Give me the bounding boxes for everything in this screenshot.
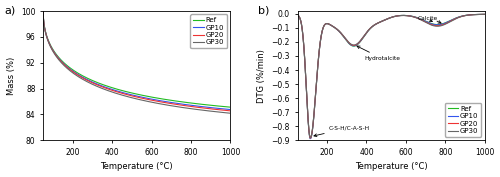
Text: C-S-H/C-A-S-H: C-S-H/C-A-S-H [314, 125, 370, 137]
Ref [40, 11, 46, 13]
GP20 [482, 13, 488, 15]
GP10 [308, 138, 314, 140]
Text: Calcite: Calcite [418, 16, 438, 21]
GP30 [442, 23, 448, 25]
Line: GP20: GP20 [43, 12, 230, 111]
GP10 [40, 11, 46, 13]
GP10 [294, 14, 300, 16]
GP20 [308, 137, 314, 139]
GP30 [222, 112, 228, 114]
GP30 [476, 13, 482, 16]
X-axis label: Temperature (°C): Temperature (°C) [355, 162, 428, 172]
GP20 [50, 49, 56, 52]
GP20 [222, 109, 228, 111]
GP20 [476, 13, 482, 16]
GP10 [386, 17, 392, 19]
GP20 [40, 11, 46, 13]
GP20 [132, 95, 138, 98]
Ref [482, 13, 488, 15]
Ref [308, 137, 314, 139]
GP30 [188, 108, 194, 110]
Ref [476, 13, 482, 15]
Ref [222, 106, 228, 108]
Ref [126, 91, 132, 93]
GP30 [40, 11, 46, 13]
Line: GP30: GP30 [298, 14, 485, 138]
GP30 [50, 50, 56, 52]
GP20 [476, 13, 482, 16]
GP30 [386, 17, 392, 19]
GP20 [222, 109, 228, 111]
GP10 [50, 49, 56, 51]
GP30 [222, 112, 228, 114]
Ref [50, 48, 56, 50]
GP10 [476, 13, 482, 15]
GP20 [442, 23, 448, 25]
GP30 [476, 13, 482, 16]
GP10 [304, 102, 310, 104]
Ref [380, 19, 386, 22]
X-axis label: Temperature (°C): Temperature (°C) [100, 162, 173, 172]
Legend: Ref, GP10, GP20, GP30: Ref, GP10, GP20, GP30 [444, 103, 482, 137]
GP10 [482, 13, 488, 15]
Ref [188, 102, 194, 104]
GP20 [126, 94, 132, 96]
GP30 [380, 19, 386, 21]
Ref [132, 93, 138, 95]
GP20 [380, 19, 386, 21]
Line: GP20: GP20 [298, 14, 485, 138]
Ref [442, 22, 448, 24]
GP30 [228, 112, 234, 114]
GP20 [188, 105, 194, 107]
Text: b): b) [258, 6, 270, 16]
Line: Ref: Ref [43, 12, 230, 107]
GP10 [380, 19, 386, 22]
GP30 [126, 96, 132, 98]
Y-axis label: DTG (%/min): DTG (%/min) [257, 49, 266, 102]
GP20 [304, 101, 310, 103]
GP10 [188, 104, 194, 106]
GP30 [304, 101, 310, 103]
Ref [222, 106, 228, 108]
GP10 [222, 108, 228, 110]
GP20 [228, 110, 234, 112]
GP30 [308, 137, 314, 139]
Y-axis label: Mass (%): Mass (%) [6, 56, 16, 95]
Line: GP30: GP30 [43, 12, 230, 113]
GP10 [442, 22, 448, 24]
GP30 [294, 14, 300, 16]
GP20 [294, 14, 300, 16]
Ref [476, 13, 482, 15]
Ref [228, 106, 234, 108]
GP10 [132, 94, 138, 96]
Line: GP10: GP10 [43, 12, 230, 110]
GP20 [386, 17, 392, 19]
GP10 [126, 93, 132, 95]
Text: Hydrotalcite: Hydrotalcite [357, 46, 401, 61]
Text: a): a) [4, 6, 15, 16]
GP10 [222, 108, 228, 110]
GP30 [132, 97, 138, 99]
Line: GP10: GP10 [298, 14, 485, 139]
Ref [304, 101, 310, 104]
GP30 [482, 13, 488, 15]
Legend: Ref, GP10, GP20, GP30: Ref, GP10, GP20, GP30 [190, 15, 227, 48]
Ref [294, 14, 300, 16]
GP10 [476, 13, 482, 15]
Ref [386, 17, 392, 19]
Line: Ref: Ref [298, 14, 485, 138]
GP10 [228, 109, 234, 111]
